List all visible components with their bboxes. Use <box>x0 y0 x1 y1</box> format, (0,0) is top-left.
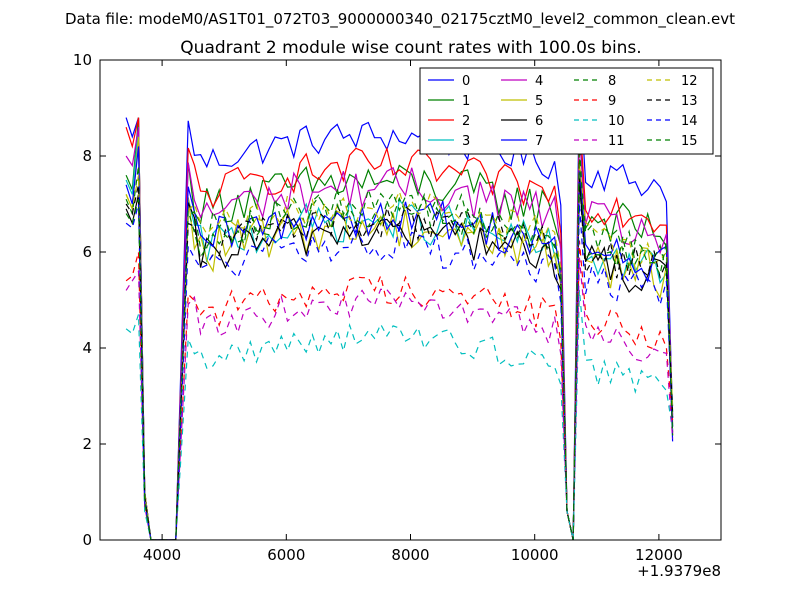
x-tick-label: 4000 <box>143 546 181 564</box>
legend-label-9: 9 <box>608 94 616 109</box>
x-tick-label: 12000 <box>635 546 683 564</box>
series-line-4 <box>125 127 674 540</box>
y-tick-label: 8 <box>82 147 92 165</box>
series-line-3 <box>125 127 674 540</box>
legend-label-13: 13 <box>681 94 698 109</box>
legend-label-15: 15 <box>681 134 698 149</box>
y-tick-label: 6 <box>82 243 92 261</box>
x-tick-label: 6000 <box>267 546 305 564</box>
legend-label-11: 11 <box>608 134 625 149</box>
series-group <box>125 78 674 540</box>
series-line-8 <box>125 157 674 540</box>
legend-label-5: 5 <box>535 94 543 109</box>
legend-label-12: 12 <box>681 74 698 89</box>
figure-suptitle: Data file: modeM0/AS1T01_072T03_90000003… <box>65 10 735 29</box>
series-line-2 <box>125 112 674 540</box>
series-line-1 <box>125 117 674 540</box>
series-line-9 <box>125 240 674 540</box>
series-line-15 <box>125 142 674 540</box>
legend-label-0: 0 <box>462 74 470 89</box>
series-line-12 <box>125 162 674 540</box>
y-tick-label: 10 <box>73 51 92 69</box>
series-line-13 <box>125 178 674 540</box>
legend-label-14: 14 <box>681 114 698 129</box>
legend-box <box>419 67 714 155</box>
x-axis-offset-label: +1.9379e8 <box>637 562 721 580</box>
y-tick-label: 0 <box>82 531 92 549</box>
series-line-14 <box>125 203 674 540</box>
legend-label-7: 7 <box>535 134 543 149</box>
legend-label-3: 3 <box>462 134 470 149</box>
series-line-10 <box>125 289 674 540</box>
legend-label-1: 1 <box>462 94 470 109</box>
legend-label-10: 10 <box>608 114 625 129</box>
y-tick-label: 4 <box>82 339 92 357</box>
legend-label-8: 8 <box>608 74 616 89</box>
x-tick-label: 8000 <box>391 546 429 564</box>
series-line-0 <box>125 78 674 540</box>
legend-label-2: 2 <box>462 114 470 129</box>
series-line-11 <box>125 257 674 540</box>
x-tick-label: 10000 <box>511 546 559 564</box>
legend-label-6: 6 <box>535 114 543 129</box>
legend-label-4: 4 <box>535 74 543 89</box>
chart-title: Quadrant 2 module wise count rates with … <box>180 38 641 58</box>
y-tick-label: 2 <box>82 435 92 453</box>
